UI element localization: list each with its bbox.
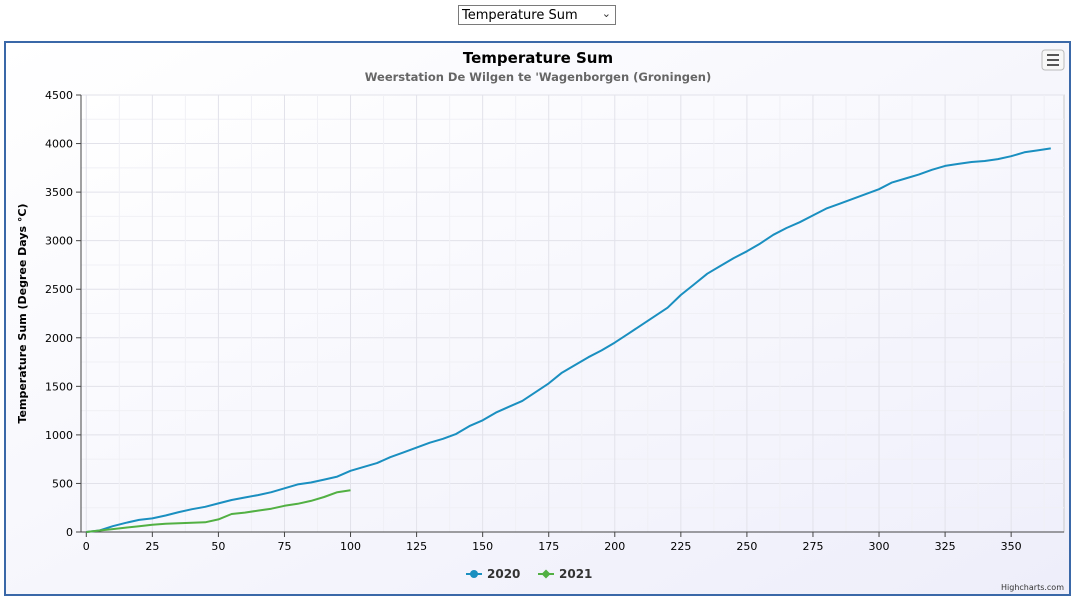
y-tick-label: 1500 <box>45 380 73 393</box>
y-tick-label: 4500 <box>45 89 73 102</box>
series-line-2020[interactable] <box>86 147 1051 533</box>
series-line-2021[interactable] <box>86 489 351 533</box>
x-tick-label: 25 <box>145 540 159 553</box>
x-tick-label: 300 <box>869 540 890 553</box>
x-tick-label: 75 <box>277 540 291 553</box>
y-tick-label: 3000 <box>45 235 73 248</box>
legend-label: 2020 <box>487 567 520 581</box>
x-tick-label: 50 <box>211 540 225 553</box>
legend-marker-diamond <box>541 569 551 579</box>
y-tick-label: 3500 <box>45 186 73 199</box>
y-tick-label: 0 <box>66 526 73 539</box>
y-tick-label: 4000 <box>45 138 73 151</box>
x-tick-label: 0 <box>83 540 90 553</box>
chart-container: Temperature Sum Weerstation De Wilgen te… <box>4 41 1071 596</box>
x-tick-label: 275 <box>802 540 823 553</box>
x-tick-label: 225 <box>670 540 691 553</box>
x-tick-label: 325 <box>935 540 956 553</box>
x-tick-label: 100 <box>340 540 361 553</box>
chart-subtitle: Weerstation De Wilgen te 'Wagenborgen (G… <box>365 70 711 84</box>
y-tick-label: 500 <box>52 477 73 490</box>
x-tick-label: 200 <box>604 540 625 553</box>
credits-link[interactable]: Highcharts.com <box>1001 583 1064 592</box>
legend-label: 2021 <box>559 567 592 581</box>
top-bar: Temperature Sum ⌄ <box>0 0 1081 40</box>
y-tick-label: 2500 <box>45 283 73 296</box>
chart-type-select[interactable]: Temperature Sum ⌄ <box>458 5 616 25</box>
legend-item-2020[interactable]: 2020 <box>466 567 520 581</box>
chevron-down-icon: ⌄ <box>601 7 611 20</box>
x-tick-label: 150 <box>472 540 493 553</box>
legend-item-2021[interactable]: 2021 <box>538 567 592 581</box>
x-tick-label: 175 <box>538 540 559 553</box>
temperature-sum-chart: Temperature Sum Weerstation De Wilgen te… <box>6 43 1069 594</box>
x-tick-label: 125 <box>406 540 427 553</box>
chart-type-select-value: Temperature Sum <box>462 7 578 23</box>
y-tick-label: 1000 <box>45 429 73 442</box>
y-tick-label: 2000 <box>45 332 73 345</box>
x-tick-label: 250 <box>736 540 757 553</box>
legend-marker-circle <box>470 570 478 578</box>
chart-title: Temperature Sum <box>463 49 613 67</box>
hamburger-menu-icon <box>1047 54 1059 66</box>
menu-button[interactable] <box>1041 49 1065 71</box>
x-tick-label: 350 <box>1001 540 1022 553</box>
y-axis-title: Temperature Sum (Degree Days °C) <box>16 203 29 423</box>
